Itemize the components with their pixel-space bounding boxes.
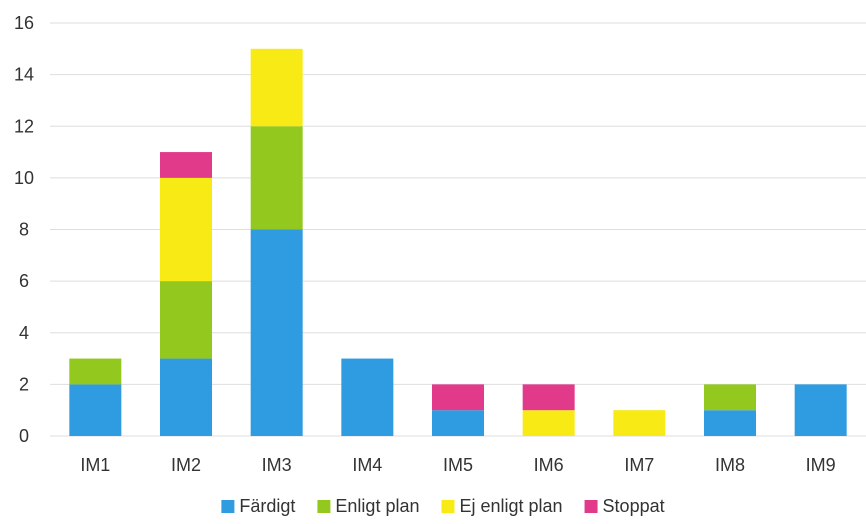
legend: Färdigt Enligt plan Ej enligt plan Stoppat [221, 496, 665, 516]
bar-segment-im7-ej-enligt-plan [613, 410, 666, 436]
bar-segment-im2-stoppat [160, 152, 212, 178]
x-tick-label: IM5 [443, 455, 473, 475]
legend-label: Ej enligt plan [459, 496, 562, 516]
bar-segment-im8-enligt-plan [704, 384, 756, 411]
bar-segment-im4-färdigt [341, 358, 394, 436]
bar-segment-im5-färdigt [432, 410, 484, 436]
legend-label: Enligt plan [335, 496, 419, 516]
y-tick-label: 0 [19, 426, 29, 446]
x-tick-label: IM3 [262, 455, 292, 475]
bar-segment-im2-enligt-plan [160, 281, 212, 359]
y-tick-label: 10 [14, 168, 34, 188]
y-tick-label: 16 [14, 13, 34, 33]
x-tick-label: IM8 [715, 455, 745, 475]
bar-segment-im6-stoppat [522, 384, 575, 411]
legend-item: Färdigt [221, 496, 295, 516]
y-tick-label: 8 [19, 220, 29, 240]
bar-segment-im9-färdigt [794, 384, 847, 436]
y-axis: 0 2 4 6 8 10 12 14 16 [14, 13, 34, 446]
legend-swatch [441, 500, 455, 513]
legend-item: Stoppat [584, 496, 665, 516]
bar-segment-im3-enligt-plan [250, 126, 303, 230]
bar-segment-im6-ej-enligt-plan [522, 410, 575, 436]
y-tick-label: 4 [19, 323, 29, 343]
bar-segment-im1-färdigt [69, 384, 122, 436]
bar-segment-im2-ej-enligt-plan [160, 177, 212, 282]
y-tick-label: 2 [19, 374, 29, 394]
bar-segment-im3-färdigt [250, 229, 303, 436]
legend-swatch [317, 500, 331, 513]
bar-segment-im1-enligt-plan [69, 358, 122, 385]
legend-item: Enligt plan [317, 496, 419, 516]
y-tick-label: 14 [14, 65, 34, 85]
x-tick-label: IM2 [171, 455, 201, 475]
bar-segment-im2-färdigt [160, 358, 212, 436]
legend-label: Färdigt [239, 496, 295, 516]
legend-swatch [584, 500, 598, 513]
y-tick-label: 6 [19, 271, 29, 291]
x-tick-label: IM6 [534, 455, 564, 475]
y-tick-label: 12 [14, 116, 34, 136]
bar-segment-im3-ej-enligt-plan [250, 48, 303, 127]
x-tick-label: IM1 [80, 455, 110, 475]
bar-segment-im8-färdigt [704, 410, 756, 436]
bar-segment-im5-stoppat [432, 384, 484, 411]
bars [69, 48, 847, 436]
legend-item: Ej enligt plan [441, 496, 563, 516]
x-tick-label: IM7 [624, 455, 654, 475]
x-tick-label: IM4 [352, 455, 382, 475]
legend-swatch [221, 500, 235, 513]
x-axis: IM1 IM2 IM3 IM4 IM5 IM6 IM7 IM8 IM9 [80, 455, 835, 475]
x-tick-label: IM9 [806, 455, 836, 475]
legend-label: Stoppat [603, 496, 665, 516]
